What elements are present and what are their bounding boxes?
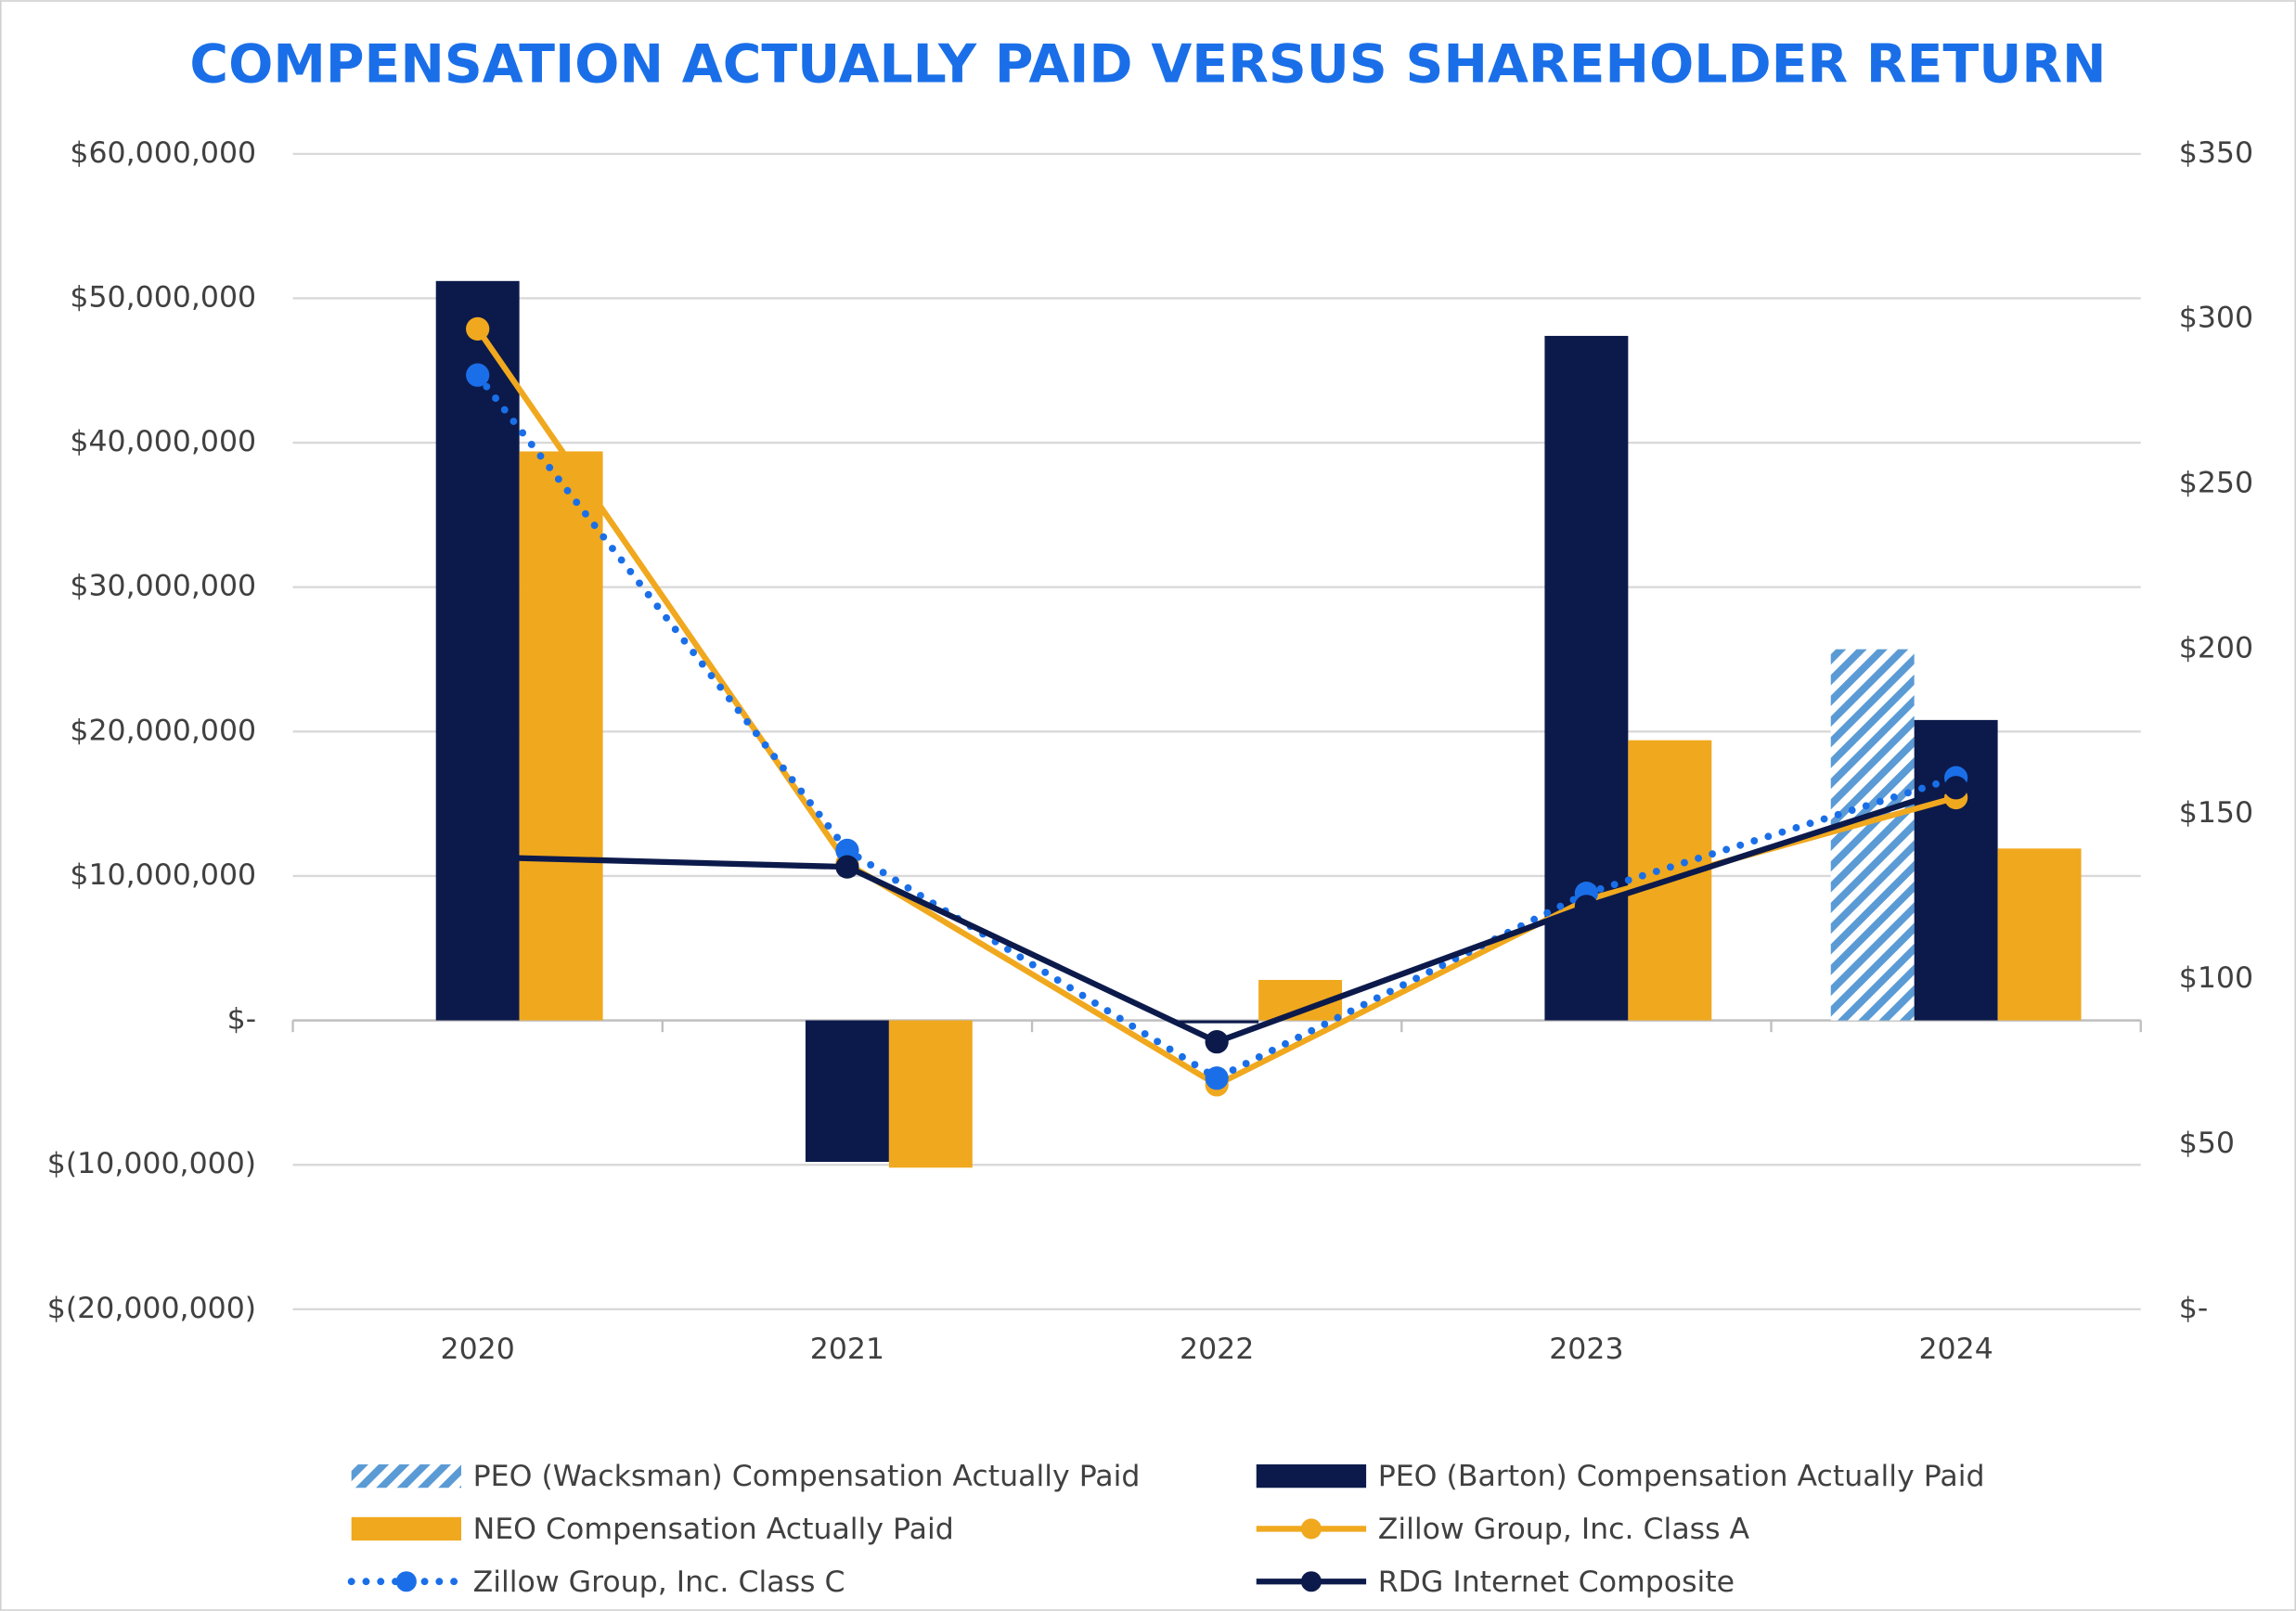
y-tick-label: $40,000,000: [70, 425, 256, 458]
x-tick-label: 2020: [441, 1333, 515, 1366]
bar: [1830, 649, 1915, 1021]
line-marker: [1205, 1030, 1229, 1054]
line-marker: [466, 844, 490, 870]
y2-tick-label: $300: [2179, 302, 2253, 335]
y-tick-label: $50,000,000: [70, 280, 256, 314]
legend-label: PEO (Barton) Compensation Actually Paid: [1378, 1460, 1985, 1493]
line-marker: [466, 363, 490, 387]
y2-tick-label: $150: [2179, 796, 2253, 830]
y-tick-label: $30,000,000: [70, 570, 256, 603]
y2-tick-label: $250: [2179, 467, 2253, 500]
bar: [519, 451, 603, 1021]
legend-label: RDG Internet Composite: [1378, 1566, 1735, 1599]
y2-tick-label: $-: [2179, 1292, 2208, 1325]
legend-swatch: [351, 1464, 462, 1489]
y2-tick-label: $200: [2179, 631, 2253, 664]
y-tick-label: $(20,000,000): [47, 1292, 256, 1325]
y2-tick-label: $100: [2179, 961, 2253, 995]
y-tick-label: $(10,000,000): [47, 1147, 256, 1180]
x-tick-label: 2024: [1918, 1333, 1993, 1366]
legend-label: PEO (Wacksman) Compensation Actually Pai…: [473, 1460, 1141, 1493]
legend-label: Zillow Group, Inc. Class A: [1378, 1513, 1750, 1546]
legend-marker: [1300, 1518, 1322, 1540]
x-tick-label: 2021: [810, 1333, 884, 1366]
y-tick-label: $20,000,000: [70, 714, 256, 747]
y2-tick-label: $350: [2179, 136, 2253, 170]
line-marker: [1944, 776, 1968, 800]
bar: [1914, 719, 1998, 1021]
line-marker: [835, 855, 859, 879]
bar: [888, 1020, 973, 1168]
line-marker: [466, 316, 490, 342]
y-tick-label: $10,000,000: [70, 858, 256, 892]
legend-marker: [1300, 1571, 1322, 1592]
line-marker: [835, 838, 859, 862]
y2-tick-label: $50: [2179, 1127, 2235, 1160]
bar: [1175, 1020, 1259, 1024]
x-tick-label: 2023: [1549, 1333, 1623, 1366]
x-tick-label: 2022: [1180, 1333, 1254, 1366]
line-marker: [1574, 895, 1599, 919]
legend-swatch: [351, 1516, 462, 1541]
legend-marker: [395, 1571, 417, 1592]
legend-label: NEO Compensation Actually Paid: [473, 1513, 954, 1546]
legend-label: Zillow Group, Inc. Class C: [473, 1566, 845, 1599]
bar: [435, 280, 520, 1021]
chart-title: COMPENSATION ACTUALLY PAID VERSUS SHAREH…: [189, 33, 2106, 95]
bar: [1997, 848, 2082, 1021]
line-marker: [1205, 1066, 1229, 1090]
y-tick-label: $-: [227, 1003, 256, 1037]
legend-swatch: [1256, 1464, 1367, 1489]
bar: [805, 1020, 889, 1163]
y-tick-label: $60,000,000: [70, 136, 256, 170]
